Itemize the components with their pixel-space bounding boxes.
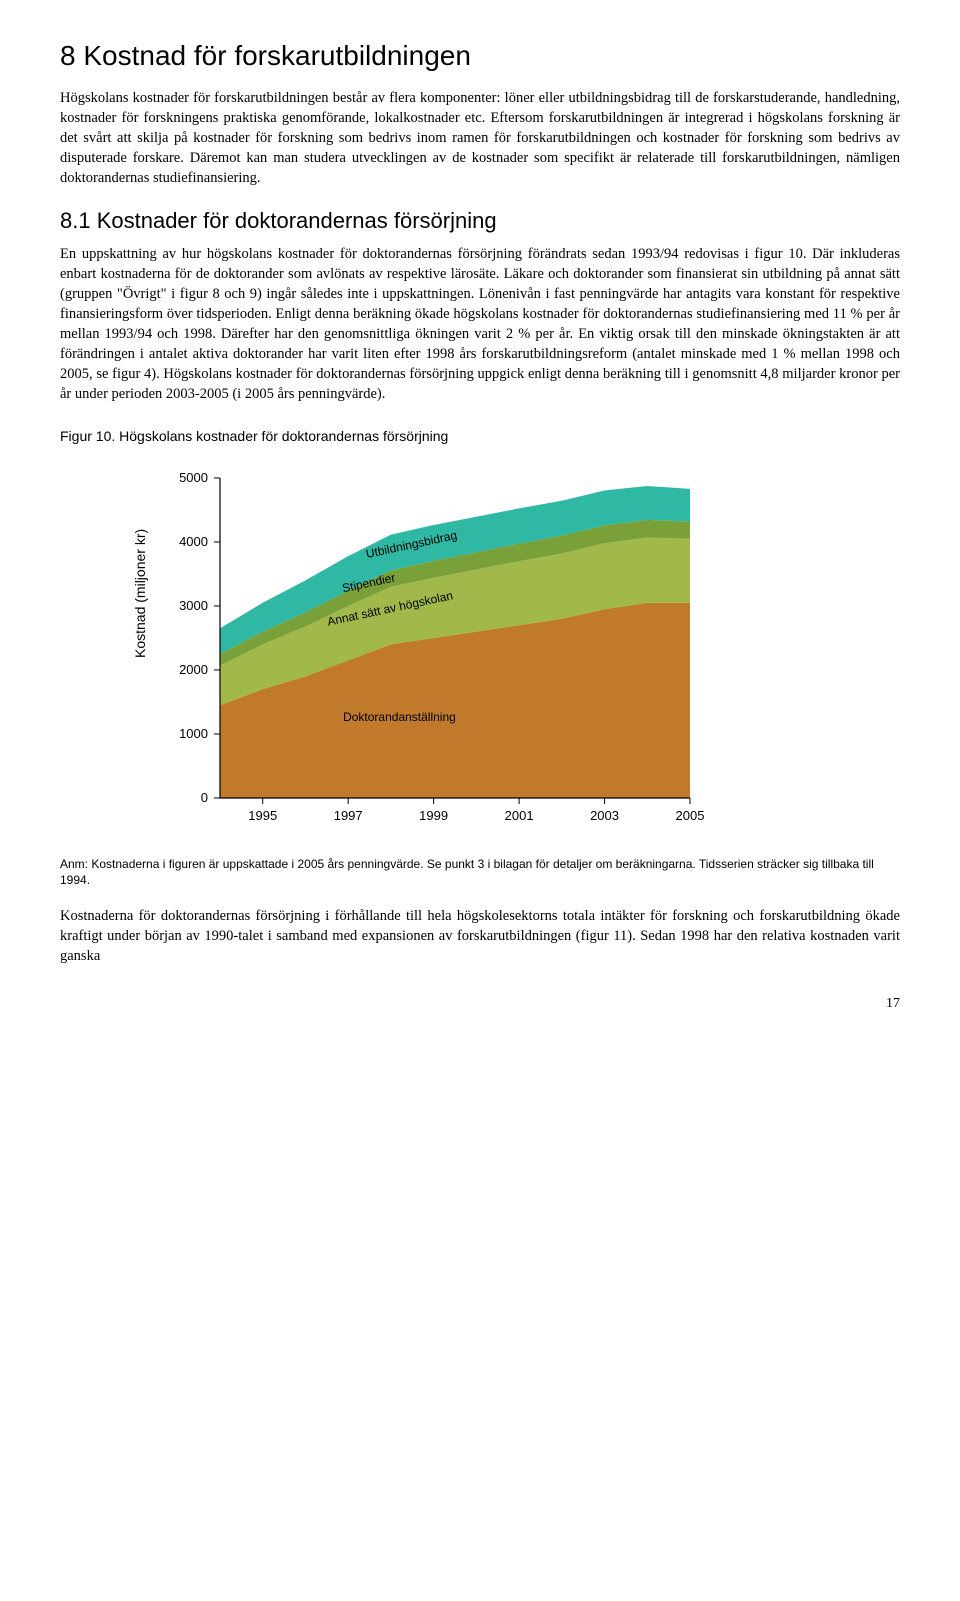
paragraph-3: Kostnaderna för doktorandernas försörjni… [60,906,900,966]
stacked-area-chart: 0 1000 2000 3000 4000 5000 1995 1997 1999 2001 200… [150,458,710,838]
paragraph-2: En uppskattning av hur högskolans kostna… [60,244,900,404]
svg-text:2003: 2003 [590,808,619,823]
svg-text:2001: 2001 [505,808,534,823]
svg-text:4000: 4000 [179,534,208,549]
svg-text:1997: 1997 [334,808,363,823]
svg-text:2005: 2005 [676,808,705,823]
chart-ylabel: Kostnad (miljoner kr) [132,638,148,658]
svg-text:1999: 1999 [419,808,448,823]
svg-text:5000: 5000 [179,470,208,485]
figure-footnote: Anm: Kostnaderna i figuren är uppskattad… [60,856,900,888]
page-number: 17 [60,996,900,1012]
svg-text:2000: 2000 [179,662,208,677]
svg-text:3000: 3000 [179,598,208,613]
svg-text:Doktorandanställning: Doktorandanställning [343,710,456,724]
svg-text:1995: 1995 [248,808,277,823]
figure-caption: Figur 10. Högskolans kostnader för dokto… [60,428,900,444]
chart-container: Kostnad (miljoner kr) 0 1000 2000 3000 4000 5… [130,458,900,838]
subsection-heading: 8.1 Kostnader för doktorandernas försörj… [60,208,900,234]
paragraph-1: Högskolans kostnader för forskarutbildni… [60,88,900,188]
svg-text:1000: 1000 [179,726,208,741]
section-heading: 8 Kostnad för forskarutbildningen [60,40,900,72]
svg-text:0: 0 [201,790,208,805]
